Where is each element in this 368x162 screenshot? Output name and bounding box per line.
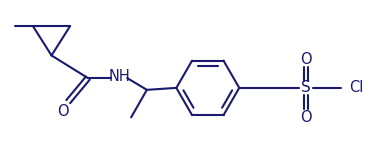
- Text: O: O: [57, 104, 69, 119]
- Text: S: S: [301, 80, 311, 95]
- Text: Cl: Cl: [349, 80, 364, 95]
- Text: O: O: [300, 52, 312, 67]
- Text: NH: NH: [109, 69, 130, 84]
- Text: O: O: [300, 110, 312, 125]
